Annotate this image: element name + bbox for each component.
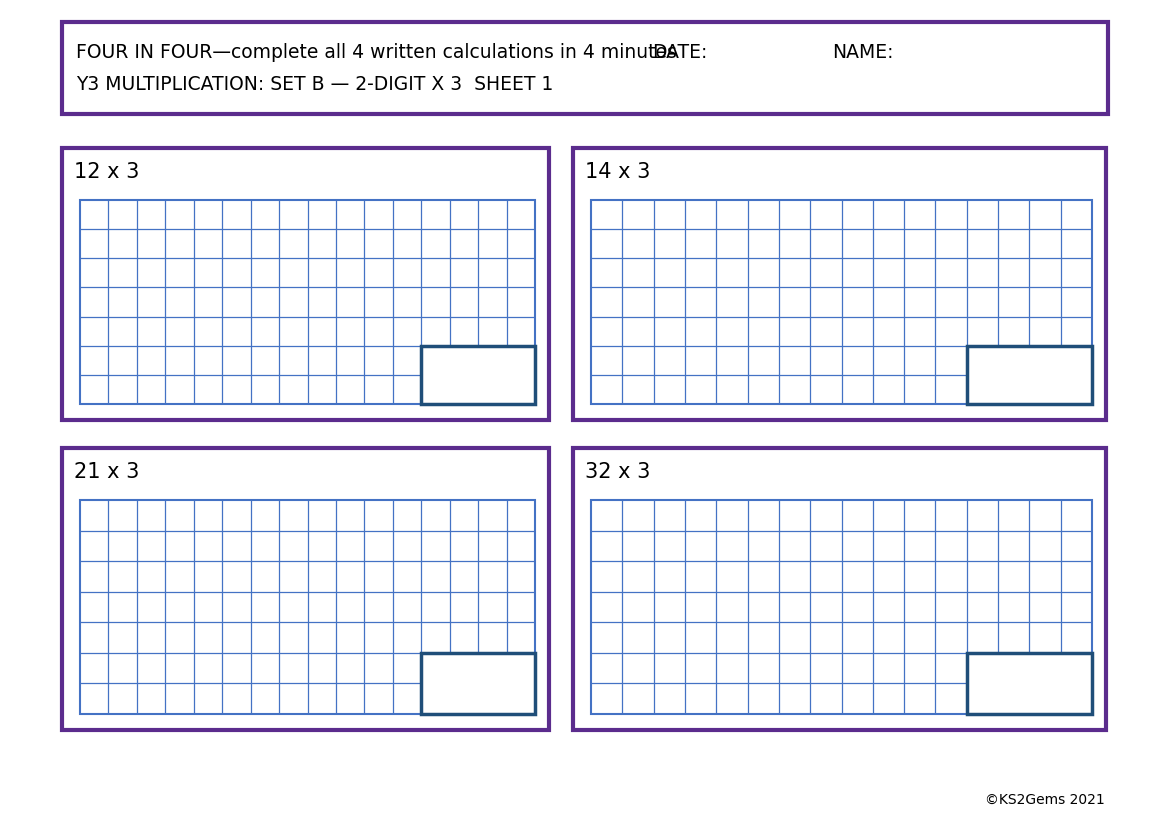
Bar bbox=[573, 448, 1106, 730]
Text: 21 x 3: 21 x 3 bbox=[74, 462, 139, 482]
Bar bbox=[966, 653, 1092, 714]
Bar bbox=[421, 653, 535, 714]
Text: DATE:: DATE: bbox=[652, 42, 708, 61]
Text: Y3 MULTIPLICATION: SET B — 2-DIGIT X 3  SHEET 1: Y3 MULTIPLICATION: SET B — 2-DIGIT X 3 S… bbox=[76, 74, 553, 93]
Bar bbox=[80, 200, 535, 404]
Bar bbox=[591, 500, 1092, 714]
Bar bbox=[62, 148, 549, 420]
Text: 14 x 3: 14 x 3 bbox=[585, 162, 651, 182]
Text: NAME:: NAME: bbox=[832, 42, 894, 61]
Text: FOUR IN FOUR—complete all 4 written calculations in 4 minutes: FOUR IN FOUR—complete all 4 written calc… bbox=[76, 42, 677, 61]
Text: 12 x 3: 12 x 3 bbox=[74, 162, 139, 182]
Bar bbox=[62, 448, 549, 730]
Bar bbox=[966, 346, 1092, 404]
Bar bbox=[80, 500, 535, 714]
Bar bbox=[591, 200, 1092, 404]
Bar bbox=[421, 346, 535, 404]
Text: ©KS2Gems 2021: ©KS2Gems 2021 bbox=[985, 793, 1104, 807]
Bar bbox=[573, 148, 1106, 420]
Text: 32 x 3: 32 x 3 bbox=[585, 462, 651, 482]
Bar bbox=[62, 22, 1108, 114]
